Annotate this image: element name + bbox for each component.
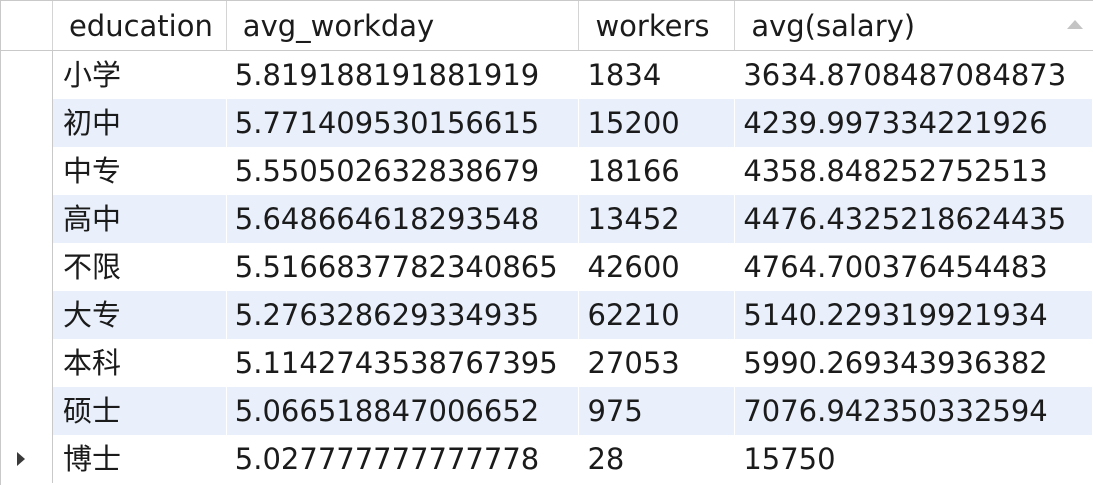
row-selector[interactable] bbox=[1, 435, 53, 483]
cell-workers[interactable]: 13452 bbox=[579, 195, 736, 243]
current-row-arrow-icon bbox=[17, 452, 25, 466]
cell-avg-salary[interactable]: 3634.8708487084873 bbox=[735, 51, 1093, 99]
table-row[interactable]: 小学 5.819188191881919 1834 3634.870848708487… bbox=[1, 51, 1093, 99]
cell-avg-workday[interactable]: 5.027777777777778 bbox=[227, 435, 580, 483]
cell-education[interactable]: 不限 bbox=[53, 243, 227, 291]
grid-body: 小学 5.819188191881919 1834 3634.870848708487… bbox=[1, 51, 1093, 483]
cell-avg-salary[interactable]: 7076.942350332594 bbox=[735, 387, 1093, 435]
cell-avg-workday[interactable]: 5.1142743538767395 bbox=[227, 339, 580, 387]
cell-avg-workday[interactable]: 5.771409530156615 bbox=[226, 99, 580, 147]
cell-avg-workday[interactable]: 5.276328629334935 bbox=[226, 291, 580, 339]
cell-workers[interactable]: 1834 bbox=[579, 51, 736, 99]
cell-avg-salary[interactable]: 4764.700376454483 bbox=[735, 243, 1093, 291]
table-row[interactable]: 博士 5.027777777777778 28 15750 bbox=[1, 435, 1093, 483]
table-row[interactable]: 中专 5.550502632838679 18166 4358.84825275251… bbox=[1, 147, 1093, 195]
cell-workers[interactable]: 28 bbox=[579, 435, 736, 483]
cell-education[interactable]: 硕士 bbox=[52, 387, 227, 435]
cell-avg-workday[interactable]: 5.066518847006652 bbox=[226, 387, 580, 435]
cell-avg-workday[interactable]: 5.648664618293548 bbox=[226, 195, 580, 243]
cell-avg-salary[interactable]: 5140.229319921934 bbox=[735, 291, 1093, 339]
cell-workers[interactable]: 18166 bbox=[579, 147, 736, 195]
column-header-education[interactable]: education bbox=[53, 1, 227, 50]
table-row[interactable]: 高中 5.648664618293548 13452 4476.43252186244… bbox=[1, 195, 1093, 243]
column-header-workers[interactable]: workers bbox=[579, 1, 736, 50]
cell-avg-workday[interactable]: 5.550502632838679 bbox=[227, 147, 580, 195]
table-row[interactable]: 大专 5.276328629334935 62210 5140.22931992193… bbox=[1, 291, 1093, 339]
cell-education[interactable]: 高中 bbox=[52, 195, 227, 243]
cell-education[interactable]: 本科 bbox=[53, 339, 227, 387]
row-selector[interactable] bbox=[1, 243, 53, 291]
cell-avg-salary[interactable]: 4358.848252752513 bbox=[735, 147, 1093, 195]
column-header-avg-salary[interactable]: avg(salary) bbox=[735, 1, 1093, 50]
cell-avg-workday[interactable]: 5.5166837782340865 bbox=[227, 243, 580, 291]
cell-avg-workday[interactable]: 5.819188191881919 bbox=[227, 51, 580, 99]
table-row[interactable]: 不限 5.5166837782340865 42600 4764.7003764544… bbox=[1, 243, 1093, 291]
cell-avg-salary[interactable]: 5990.269343936382 bbox=[735, 339, 1093, 387]
row-selector[interactable] bbox=[1, 147, 53, 195]
table-row[interactable]: 硕士 5.066518847006652 975 7076.942350332594 bbox=[1, 387, 1093, 435]
cell-education[interactable]: 博士 bbox=[53, 435, 227, 483]
row-selector[interactable] bbox=[1, 195, 53, 243]
cell-workers[interactable]: 27053 bbox=[579, 339, 736, 387]
cell-education[interactable]: 小学 bbox=[53, 51, 227, 99]
cell-workers[interactable]: 15200 bbox=[579, 99, 736, 147]
cell-education[interactable]: 中专 bbox=[53, 147, 227, 195]
grid-header: education avg_workday workers avg(salary… bbox=[1, 1, 1093, 51]
row-selector[interactable] bbox=[1, 387, 53, 435]
row-selector[interactable] bbox=[1, 99, 53, 147]
row-selector[interactable] bbox=[1, 291, 53, 339]
cell-workers[interactable]: 975 bbox=[579, 387, 736, 435]
row-selector[interactable] bbox=[1, 51, 53, 99]
cell-workers[interactable]: 42600 bbox=[579, 243, 736, 291]
header-row-selector[interactable] bbox=[1, 1, 53, 50]
cell-education[interactable]: 大专 bbox=[52, 291, 227, 339]
cell-education[interactable]: 初中 bbox=[52, 99, 227, 147]
sort-ascending-icon[interactable] bbox=[1067, 20, 1083, 29]
column-header-avg-salary-label: avg(salary) bbox=[751, 9, 916, 43]
cell-avg-salary[interactable]: 15750 bbox=[735, 435, 1093, 483]
column-header-avg-workday[interactable]: avg_workday bbox=[227, 1, 580, 50]
cell-avg-salary[interactable]: 4239.997334221926 bbox=[735, 99, 1093, 147]
cell-workers[interactable]: 62210 bbox=[579, 291, 736, 339]
cell-avg-salary[interactable]: 4476.4325218624435 bbox=[735, 195, 1093, 243]
row-selector[interactable] bbox=[1, 339, 53, 387]
table-row[interactable]: 初中 5.771409530156615 15200 4239.99733422192… bbox=[1, 99, 1093, 147]
table-row[interactable]: 本科 5.1142743538767395 27053 5990.2693439363… bbox=[1, 339, 1093, 387]
